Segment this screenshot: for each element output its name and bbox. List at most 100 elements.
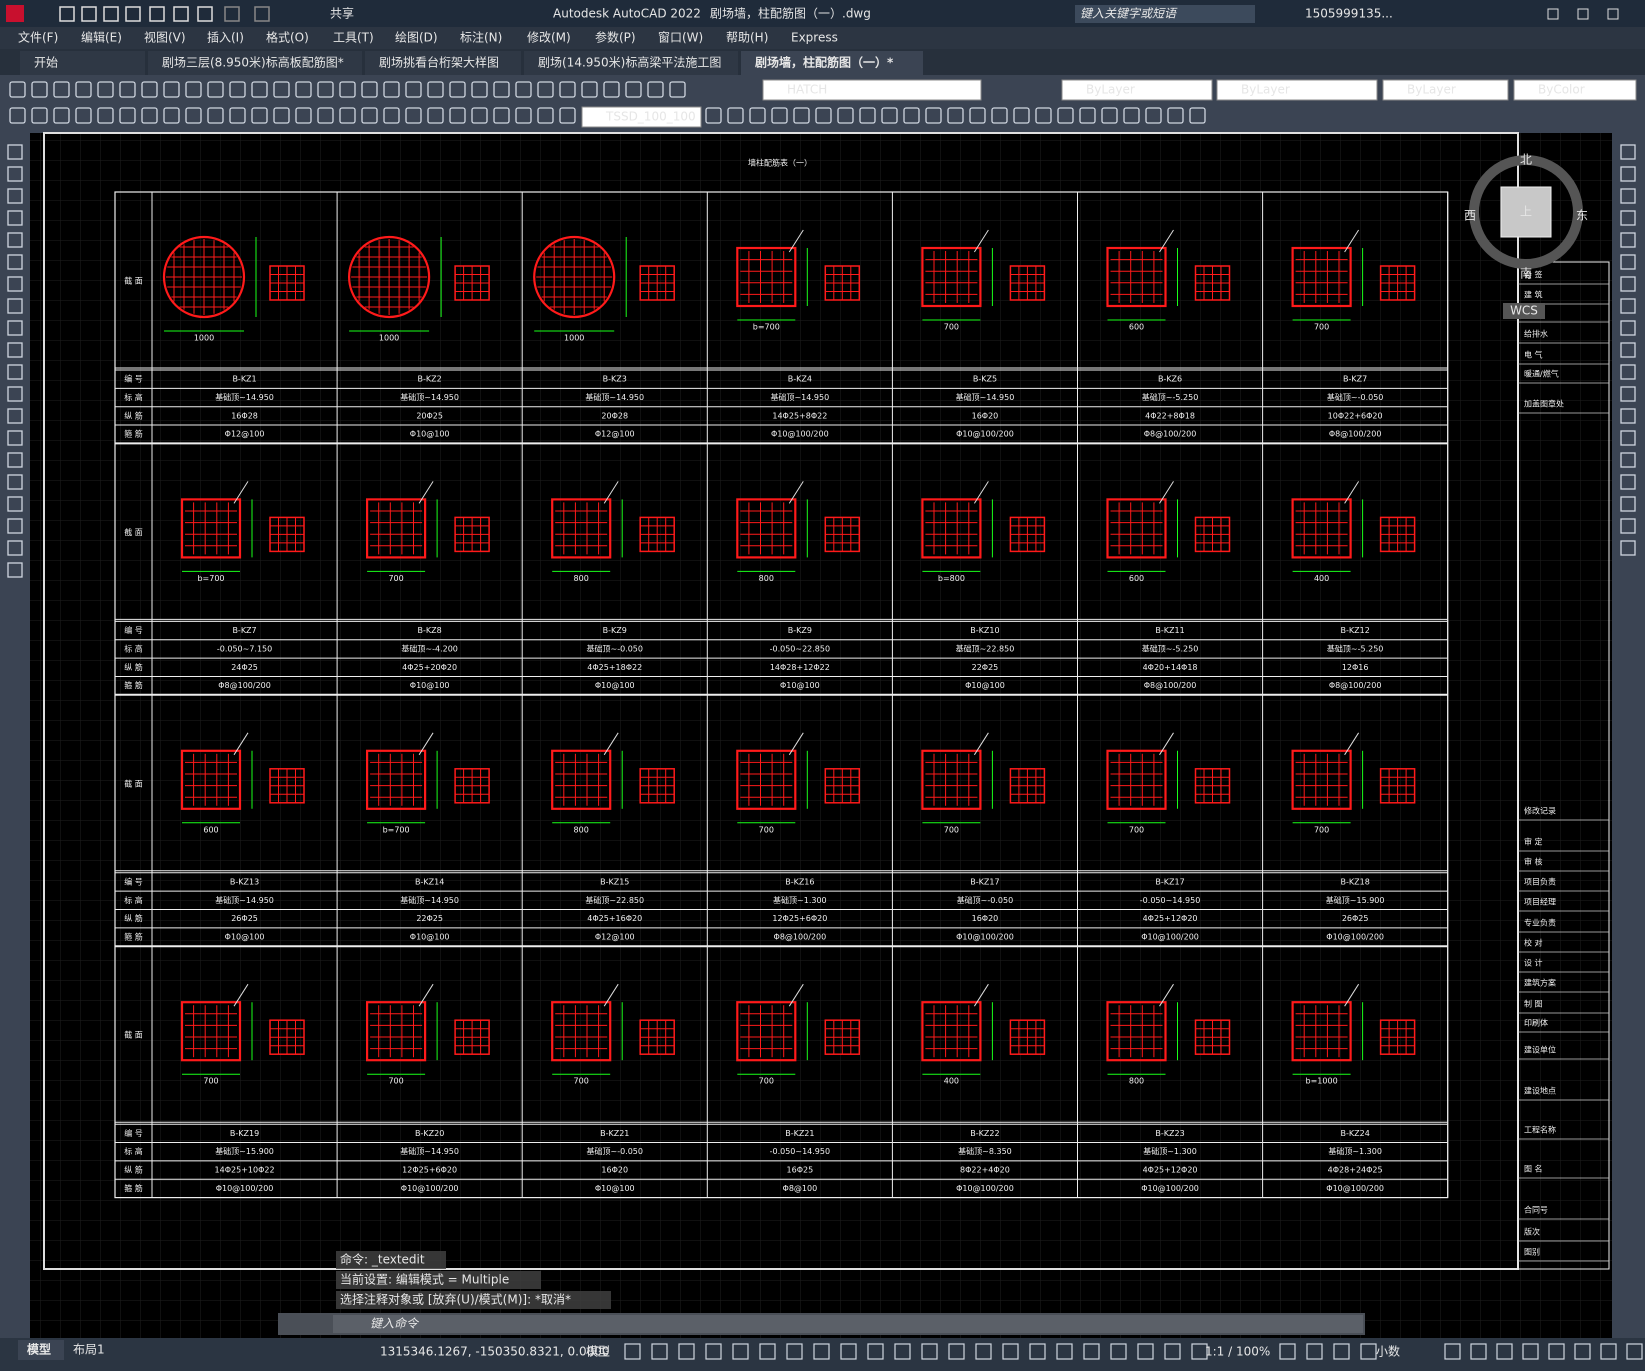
toolbar-icon[interactable]: [229, 107, 246, 124]
toolbar-icon[interactable]: [1013, 107, 1030, 124]
toolbar-icon[interactable]: [493, 107, 510, 124]
modify-tool-icon[interactable]: [1620, 188, 1636, 204]
toolbar-icon[interactable]: [793, 107, 810, 124]
toolbar-icon[interactable]: [449, 107, 466, 124]
menu-item[interactable]: 格式(O): [266, 30, 309, 45]
toolbar-icon[interactable]: [771, 107, 788, 124]
menu-item[interactable]: 标注(N): [460, 30, 502, 45]
modify-tool-icon[interactable]: [1620, 496, 1636, 512]
toolbar-icon[interactable]: [317, 107, 334, 124]
toolbar-icon[interactable]: [339, 107, 356, 124]
toolbar-icon[interactable]: [669, 81, 686, 98]
command-prompt[interactable]: 键入命令: [370, 1317, 420, 1331]
layer-name[interactable]: HATCH: [787, 83, 827, 97]
status-icon[interactable]: [1444, 1343, 1461, 1360]
menu-item[interactable]: 插入(I): [207, 31, 244, 45]
toolbar-icon[interactable]: [705, 107, 722, 124]
toolbar-icon[interactable]: [9, 107, 26, 124]
draw-tool-icon[interactable]: [7, 144, 23, 160]
menu-item[interactable]: 绘图(D): [395, 30, 438, 45]
menu-item[interactable]: 参数(P): [595, 30, 636, 45]
modify-tool-icon[interactable]: [1620, 540, 1636, 556]
status-icon[interactable]: [759, 1343, 776, 1360]
toolbar-icon[interactable]: [881, 107, 898, 124]
toolbar-icon[interactable]: [947, 107, 964, 124]
tab-label[interactable]: 剧场(14.950米)标高梁平法施工图: [538, 55, 721, 70]
toolbar-icon[interactable]: [625, 81, 642, 98]
modify-tool-icon[interactable]: [1620, 452, 1636, 468]
toolbar-icon[interactable]: [603, 81, 620, 98]
modify-tool-icon[interactable]: [1620, 430, 1636, 446]
toolbar-icon[interactable]: [837, 107, 854, 124]
tab-label[interactable]: 剧场挑看台桁架大样图: [379, 55, 499, 70]
toolbar-icon[interactable]: [537, 107, 554, 124]
toolbar-icon[interactable]: [1079, 107, 1096, 124]
toolbar-icon[interactable]: [1101, 107, 1118, 124]
quick-access-icon[interactable]: [81, 6, 97, 22]
layer-name-box[interactable]: [762, 79, 982, 101]
toolbar-icon[interactable]: [53, 81, 70, 98]
viewcube-face[interactable]: [1500, 186, 1552, 238]
draw-tool-icon[interactable]: [7, 408, 23, 424]
toolbar-icon[interactable]: [449, 81, 466, 98]
draw-tool-icon[interactable]: [7, 188, 23, 204]
quick-access-icon[interactable]: [254, 6, 270, 22]
viewcube-north[interactable]: 北: [1520, 153, 1532, 167]
dimstyle-control-box[interactable]: [581, 106, 702, 128]
menu-item[interactable]: 编辑(E): [81, 30, 122, 45]
toolbar-icon[interactable]: [273, 107, 290, 124]
viewcube-south[interactable]: 南: [1520, 266, 1532, 281]
status-icon[interactable]: [1574, 1343, 1591, 1360]
status-icon[interactable]: [1083, 1343, 1100, 1360]
draw-tool-icon[interactable]: [7, 518, 23, 534]
dimstyle-control[interactable]: TSSD_100_100: [605, 110, 696, 124]
window-control[interactable]: [1577, 8, 1589, 20]
toolbar-icon[interactable]: [427, 81, 444, 98]
draw-tool-icon[interactable]: [7, 474, 23, 490]
toolbar-icon[interactable]: [361, 81, 378, 98]
draw-tool-icon[interactable]: [7, 298, 23, 314]
status-icon[interactable]: [1137, 1343, 1154, 1360]
quick-access-icon[interactable]: [59, 6, 75, 22]
draw-tool-icon[interactable]: [7, 452, 23, 468]
toolbar-icon[interactable]: [493, 81, 510, 98]
toolbar-icon[interactable]: [471, 107, 488, 124]
draw-tool-icon[interactable]: [7, 232, 23, 248]
draw-tool-icon[interactable]: [7, 562, 23, 578]
toolbar-icon[interactable]: [97, 81, 114, 98]
app-logo[interactable]: [6, 5, 24, 22]
toolbar-icon[interactable]: [515, 81, 532, 98]
toolbar-icon[interactable]: [185, 81, 202, 98]
modify-tool-icon[interactable]: [1620, 386, 1636, 402]
toolbar-icon[interactable]: [1057, 107, 1074, 124]
menu-item[interactable]: 帮助(H): [726, 31, 768, 45]
tab-label[interactable]: 开始: [34, 56, 58, 70]
toolbar-icon[interactable]: [1145, 107, 1162, 124]
toolbar-icon[interactable]: [925, 107, 942, 124]
toolbar-icon[interactable]: [537, 81, 554, 98]
command-input[interactable]: [333, 1315, 1363, 1333]
status-icon[interactable]: [1029, 1343, 1046, 1360]
menu-item[interactable]: 文件(F): [18, 30, 58, 45]
draw-tool-icon[interactable]: [7, 276, 23, 292]
layout-tab[interactable]: 布局1: [73, 1343, 105, 1357]
draw-tool-icon[interactable]: [7, 386, 23, 402]
status-icon[interactable]: [1470, 1343, 1487, 1360]
status-icon[interactable]: [1191, 1343, 1208, 1360]
toolbar-icon[interactable]: [903, 107, 920, 124]
draw-tool-icon[interactable]: [7, 254, 23, 270]
menu-item[interactable]: Express: [791, 31, 838, 45]
toolbar-icon[interactable]: [969, 107, 986, 124]
status-tab-active[interactable]: [18, 1340, 64, 1360]
status-icon[interactable]: [624, 1343, 641, 1360]
modify-tool-icon[interactable]: [1620, 232, 1636, 248]
draw-tool-icon[interactable]: [7, 342, 23, 358]
window-control[interactable]: [1607, 8, 1619, 20]
linetype-control-box[interactable]: [1216, 79, 1378, 101]
toolbar-icon[interactable]: [163, 81, 180, 98]
status-icon[interactable]: [1164, 1343, 1181, 1360]
toolbar-icon[interactable]: [141, 107, 158, 124]
toolbar-icon[interactable]: [31, 107, 48, 124]
toolbar-icon[interactable]: [163, 107, 180, 124]
toolbar-icon[interactable]: [815, 107, 832, 124]
